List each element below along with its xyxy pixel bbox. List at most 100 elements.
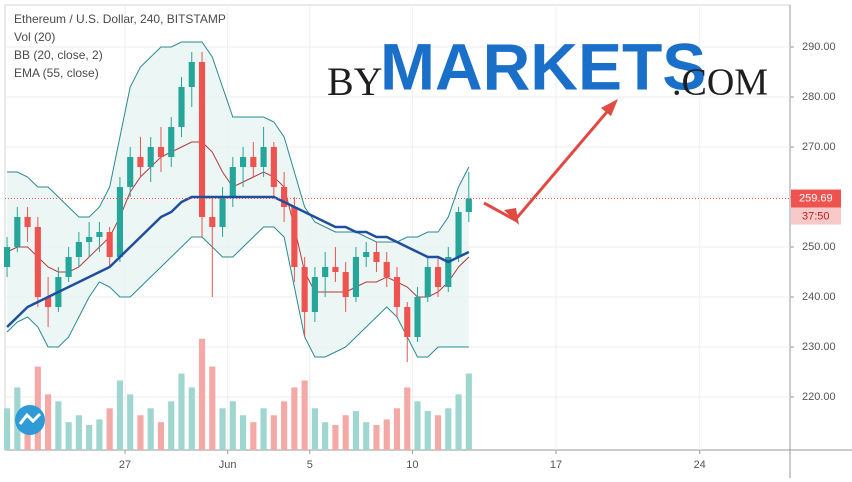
volume-bar (65, 422, 72, 450)
x-tick-label: 27 (119, 459, 131, 471)
watermark-com: .COM (672, 62, 768, 104)
candle-body (239, 157, 247, 167)
candle-body (219, 197, 226, 227)
volume-bar (281, 401, 288, 450)
candle-body (147, 147, 154, 167)
volume-bar (270, 415, 277, 450)
volume-bar (86, 424, 93, 450)
volume-bar (137, 415, 144, 450)
candle-body (301, 267, 308, 312)
logo-mark (18, 412, 42, 425)
candle-body (178, 87, 185, 127)
volume-bar (434, 415, 442, 450)
y-tick-label: 290.00 (802, 41, 836, 53)
countdown-label: 37:50 (802, 210, 830, 222)
candle-body (45, 297, 52, 307)
x-tick-label: 5 (307, 459, 313, 471)
volume-bar (291, 387, 298, 450)
volume-bar (260, 408, 267, 450)
candle-body (270, 147, 277, 187)
volume-bar (198, 338, 206, 450)
candle-body (75, 242, 82, 257)
candle-body (137, 157, 144, 167)
volume-bar (106, 408, 113, 450)
candle-body (14, 217, 21, 247)
watermark-by: BY (327, 59, 383, 104)
x-tick-label: 24 (694, 459, 706, 471)
candle-body (116, 187, 124, 257)
countdown-box (791, 207, 841, 225)
bb-middle-line (6, 141, 470, 298)
candle-body (168, 127, 175, 157)
y-tick-label: 230.00 (802, 341, 836, 353)
indicator-label: Vol (20) (14, 30, 55, 44)
candle-body (209, 217, 216, 227)
bb-lower-line (6, 226, 469, 358)
volume-bar (96, 419, 103, 450)
volume-bar (332, 424, 339, 450)
volume-bar (229, 401, 236, 450)
volume-bar (239, 415, 247, 450)
candle-body (373, 252, 380, 262)
volume-bar (301, 380, 308, 450)
x-tick-label: Jun (219, 459, 237, 471)
volume-bar (322, 422, 329, 450)
volume-bar (188, 387, 195, 450)
candle-body (3, 247, 11, 267)
candle-body (424, 267, 431, 297)
candle-body (332, 267, 339, 272)
candle-body (106, 232, 113, 257)
volume-bar (168, 401, 175, 450)
candle-body (311, 277, 318, 312)
bb-upper-line (7, 41, 470, 243)
candle-body (281, 187, 288, 207)
ema-line (6, 195, 470, 328)
candle-body (229, 167, 236, 197)
candle-body (157, 147, 165, 157)
volume-bar (383, 419, 390, 450)
x-tick-label: 10 (406, 459, 418, 471)
volume-bar (219, 408, 226, 450)
volume-bar (455, 394, 462, 450)
indicator-label: BB (20, close, 2) (14, 48, 103, 62)
volume-bar (250, 422, 257, 450)
chart-title: Ethereum / U.S. Dollar, 240, BITSTAMP (14, 12, 226, 26)
volume-bar (465, 373, 472, 450)
volume-bar (116, 380, 124, 450)
candle-body (363, 252, 370, 257)
candle-body (383, 262, 390, 277)
volume-bar (45, 394, 52, 450)
volume-bar (209, 366, 216, 450)
volume-bar (393, 408, 401, 450)
annotation-arrow (483, 99, 618, 225)
y-tick-label: 240.00 (802, 291, 836, 303)
candle-body (445, 257, 452, 287)
watermark-markets: MARKETS (380, 29, 706, 103)
arrow-head (601, 99, 618, 116)
volume-bar (178, 373, 185, 450)
candle-body (455, 212, 462, 257)
volume-bar (352, 411, 360, 450)
candle-body (96, 232, 103, 237)
volume-bar (445, 408, 452, 450)
candle-body (404, 307, 411, 337)
volume-bar (55, 401, 62, 450)
last-price-label: 259.69 (799, 192, 833, 204)
volume-bar (157, 422, 165, 450)
candle-body (291, 207, 298, 267)
volume-bar (342, 415, 349, 450)
candle-body (198, 62, 206, 217)
y-tick-label: 250.00 (802, 241, 836, 253)
volume-bar (363, 422, 370, 450)
indicator-label: EMA (55, close) (14, 66, 99, 80)
last-price-box (791, 189, 841, 208)
candle-body (250, 157, 257, 167)
volume-bar (414, 401, 421, 450)
candle-body (465, 198, 472, 212)
volume-bar (373, 424, 380, 450)
candle-body (86, 237, 93, 242)
candle-body (352, 257, 360, 297)
volume-bar (311, 408, 318, 450)
candle-body (188, 62, 195, 87)
